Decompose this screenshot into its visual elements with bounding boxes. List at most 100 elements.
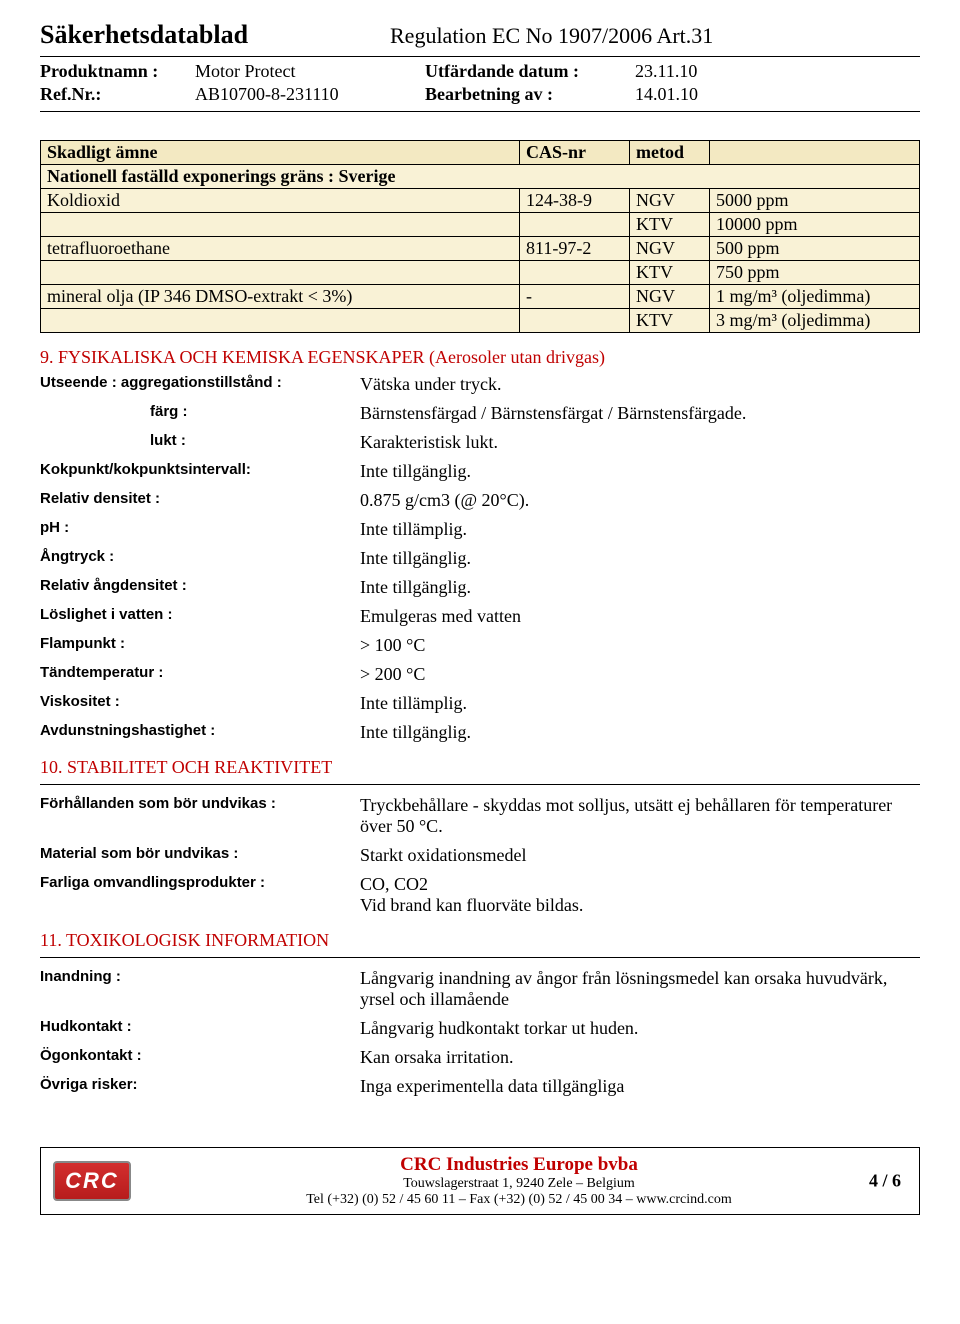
prop-colour-label: färg : bbox=[40, 403, 360, 424]
section-9-properties: Utseende : aggregationstillstånd : Vätsk… bbox=[40, 374, 920, 743]
prop-density-value: 0.875 g/cm3 (@ 20°C). bbox=[360, 490, 920, 511]
footer-company: CRC Industries Europe bvba bbox=[131, 1154, 907, 1176]
cell-cas: - bbox=[520, 285, 630, 309]
prop-ignition-value: > 200 °C bbox=[360, 664, 920, 685]
cell-substance bbox=[41, 261, 520, 285]
prop-appearance-label: Utseende : aggregationstillstånd : bbox=[40, 374, 360, 395]
table-row: tetrafluoroethane 811-97-2 NGV 500 ppm bbox=[41, 237, 920, 261]
section-11-heading: 11. TOXIKOLOGISK INFORMATION bbox=[40, 930, 920, 951]
prop-vapour-pressure-value: Inte tillgänglig. bbox=[360, 548, 920, 569]
prop-odour-label: lukt : bbox=[40, 432, 360, 453]
section-10-heading: 10. STABILITET OCH REAKTIVITET bbox=[40, 757, 920, 778]
cell-cas bbox=[520, 213, 630, 237]
ref-value: AB10700-8-231110 bbox=[195, 84, 425, 105]
prop-density-label: Relativ densitet : bbox=[40, 490, 360, 511]
section-10-properties: Förhållanden som bör undvikas : Tryckbeh… bbox=[40, 795, 920, 916]
table-row: KTV 750 ppm bbox=[41, 261, 920, 285]
cell-substance: mineral olja (IP 346 DMSO-extrakt < 3%) bbox=[41, 285, 520, 309]
page-footer: CRC CRC Industries Europe bvba Touwslage… bbox=[40, 1147, 920, 1215]
cell-value: 10000 ppm bbox=[710, 213, 920, 237]
prop-viscosity-label: Viskositet : bbox=[40, 693, 360, 714]
prop-ignition-label: Tändtemperatur : bbox=[40, 664, 360, 685]
issue-date-value: 23.11.10 bbox=[635, 61, 755, 82]
page-number: 4 / 6 bbox=[869, 1171, 901, 1192]
cell-method: NGV bbox=[630, 189, 710, 213]
prop-vapour-density-value: Inte tillgänglig. bbox=[360, 577, 920, 598]
table-section-row: Nationell faställd exponerings gräns : S… bbox=[41, 165, 920, 189]
prop-other-risks-label: Övriga risker: bbox=[40, 1076, 360, 1097]
cell-method: KTV bbox=[630, 213, 710, 237]
cell-value: 3 mg/m³ (oljedimma) bbox=[710, 309, 920, 333]
prop-conditions-avoid-label: Förhållanden som bör undvikas : bbox=[40, 795, 360, 837]
prop-appearance-value: Vätska under tryck. bbox=[360, 374, 920, 395]
footer-contact: Tel (+32) (0) 52 / 45 60 11 – Fax (+32) … bbox=[131, 1192, 907, 1208]
table-row: KTV 10000 ppm bbox=[41, 213, 920, 237]
cell-value: 5000 ppm bbox=[710, 189, 920, 213]
revision-value: 14.01.10 bbox=[635, 84, 755, 105]
prop-inhalation-label: Inandning : bbox=[40, 968, 360, 1010]
prop-boiling-label: Kokpunkt/kokpunktsintervall: bbox=[40, 461, 360, 482]
issue-date-label: Utfärdande datum : bbox=[425, 61, 635, 82]
cell-cas: 811-97-2 bbox=[520, 237, 630, 261]
col-substance: Skadligt ämne bbox=[41, 141, 520, 165]
cell-cas bbox=[520, 309, 630, 333]
cell-method: KTV bbox=[630, 309, 710, 333]
prop-other-risks-value: Inga experimentella data tillgängliga bbox=[360, 1076, 920, 1097]
section-9-heading: 9. FYSIKALISKA OCH KEMISKA EGENSKAPER (A… bbox=[40, 347, 920, 368]
cell-method: NGV bbox=[630, 285, 710, 309]
prop-flashpoint-label: Flampunkt : bbox=[40, 635, 360, 656]
section-11-properties: Inandning : Långvarig inandning av ångor… bbox=[40, 968, 920, 1097]
cell-substance bbox=[41, 309, 520, 333]
cell-value: 750 ppm bbox=[710, 261, 920, 285]
col-method: metod bbox=[630, 141, 710, 165]
crc-logo: CRC bbox=[53, 1161, 131, 1201]
cell-value: 500 ppm bbox=[710, 237, 920, 261]
footer-address: Touwslagerstraat 1, 9240 Zele – Belgium bbox=[131, 1176, 907, 1192]
cell-value: 1 mg/m³ (oljedimma) bbox=[710, 285, 920, 309]
prop-odour-value: Karakteristisk lukt. bbox=[360, 432, 920, 453]
prop-solubility-value: Emulgeras med vatten bbox=[360, 606, 920, 627]
cell-substance bbox=[41, 213, 520, 237]
section-10-rule bbox=[40, 784, 920, 785]
prop-eye-contact-label: Ögonkontakt : bbox=[40, 1047, 360, 1068]
table-row: KTV 3 mg/m³ (oljedimma) bbox=[41, 309, 920, 333]
prop-skin-contact-label: Hudkontakt : bbox=[40, 1018, 360, 1039]
table-header-row: Skadligt ämne CAS-nr metod bbox=[41, 141, 920, 165]
prop-ph-label: pH : bbox=[40, 519, 360, 540]
prop-evaporation-value: Inte tillgänglig. bbox=[360, 722, 920, 743]
footer-center: CRC Industries Europe bvba Touwslagerstr… bbox=[131, 1154, 907, 1208]
document-title: Säkerhetsdatablad bbox=[40, 20, 370, 50]
prop-viscosity-value: Inte tillämplig. bbox=[360, 693, 920, 714]
prop-hazardous-products-label: Farliga omvandlingsprodukter : bbox=[40, 874, 360, 916]
header-rule-2 bbox=[40, 111, 920, 112]
prop-skin-contact-value: Långvarig hudkontakt torkar ut huden. bbox=[360, 1018, 920, 1039]
prop-colour-value: Bärnstensfärgad / Bärnstensfärgat / Bärn… bbox=[360, 403, 920, 424]
prop-materials-avoid-label: Material som bör undvikas : bbox=[40, 845, 360, 866]
col-value bbox=[710, 141, 920, 165]
prop-ph-value: Inte tillämplig. bbox=[360, 519, 920, 540]
table-row: Koldioxid 124-38-9 NGV 5000 ppm bbox=[41, 189, 920, 213]
cell-cas bbox=[520, 261, 630, 285]
revision-label: Bearbetning av : bbox=[425, 84, 635, 105]
header-top-row: Säkerhetsdatablad Regulation EC No 1907/… bbox=[40, 20, 920, 50]
col-cas: CAS-nr bbox=[520, 141, 630, 165]
product-label: Produktnamn : bbox=[40, 61, 195, 82]
prop-flashpoint-value: > 100 °C bbox=[360, 635, 920, 656]
prop-vapour-density-label: Relativ ångdensitet : bbox=[40, 577, 360, 598]
prop-hazardous-products-value: CO, CO2 Vid brand kan fluorväte bildas. bbox=[360, 874, 920, 916]
prop-evaporation-label: Avdunstningshastighet : bbox=[40, 722, 360, 743]
cell-substance: Koldioxid bbox=[41, 189, 520, 213]
section-11-rule bbox=[40, 957, 920, 958]
prop-boiling-value: Inte tillgänglig. bbox=[360, 461, 920, 482]
prop-inhalation-value: Långvarig inandning av ångor från lösnin… bbox=[360, 968, 920, 1010]
table-row: mineral olja (IP 346 DMSO-extrakt < 3%) … bbox=[41, 285, 920, 309]
cell-cas: 124-38-9 bbox=[520, 189, 630, 213]
prop-vapour-pressure-label: Ångtryck : bbox=[40, 548, 360, 569]
exposure-limits-table: Skadligt ämne CAS-nr metod Nationell fas… bbox=[40, 140, 920, 333]
product-value: Motor Protect bbox=[195, 61, 425, 82]
header-meta: Produktnamn : Motor Protect Utfärdande d… bbox=[40, 61, 920, 105]
prop-eye-contact-value: Kan orsaka irritation. bbox=[360, 1047, 920, 1068]
prop-solubility-label: Löslighet i vatten : bbox=[40, 606, 360, 627]
regulation-text: Regulation EC No 1907/2006 Art.31 bbox=[390, 23, 713, 49]
prop-materials-avoid-value: Starkt oxidationsmedel bbox=[360, 845, 920, 866]
